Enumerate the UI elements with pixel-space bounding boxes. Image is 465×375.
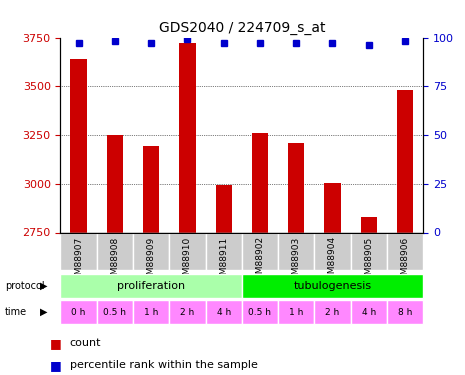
- Text: 1 h: 1 h: [144, 308, 158, 316]
- FancyBboxPatch shape: [60, 300, 97, 324]
- Text: GSM88902: GSM88902: [255, 236, 265, 285]
- FancyBboxPatch shape: [97, 232, 133, 270]
- Bar: [397, 90, 413, 375]
- Text: GSM88908: GSM88908: [110, 236, 120, 285]
- FancyBboxPatch shape: [387, 232, 423, 270]
- Text: ■: ■: [50, 337, 62, 350]
- Title: GDS2040 / 224709_s_at: GDS2040 / 224709_s_at: [159, 21, 325, 35]
- FancyBboxPatch shape: [278, 300, 314, 324]
- Text: 1 h: 1 h: [289, 308, 303, 316]
- Text: proliferation: proliferation: [117, 281, 185, 291]
- FancyBboxPatch shape: [314, 300, 351, 324]
- FancyBboxPatch shape: [314, 232, 351, 270]
- Text: 0.5 h: 0.5 h: [103, 308, 126, 316]
- FancyBboxPatch shape: [206, 300, 242, 324]
- Bar: [324, 183, 341, 375]
- Text: GSM88911: GSM88911: [219, 236, 228, 285]
- FancyBboxPatch shape: [242, 232, 278, 270]
- Bar: [215, 185, 232, 375]
- Text: ▶: ▶: [40, 307, 47, 317]
- Text: time: time: [5, 307, 27, 317]
- FancyBboxPatch shape: [206, 232, 242, 270]
- FancyBboxPatch shape: [60, 232, 97, 270]
- FancyBboxPatch shape: [242, 274, 423, 298]
- FancyBboxPatch shape: [169, 300, 206, 324]
- Text: 0 h: 0 h: [72, 308, 86, 316]
- Text: percentile rank within the sample: percentile rank within the sample: [70, 360, 258, 370]
- Text: 0.5 h: 0.5 h: [248, 308, 272, 316]
- Text: protocol: protocol: [5, 281, 44, 291]
- Bar: [360, 217, 377, 375]
- Text: 2 h: 2 h: [180, 308, 194, 316]
- FancyBboxPatch shape: [97, 300, 133, 324]
- FancyBboxPatch shape: [133, 300, 169, 324]
- Text: GSM88904: GSM88904: [328, 236, 337, 285]
- FancyBboxPatch shape: [242, 300, 278, 324]
- FancyBboxPatch shape: [387, 300, 423, 324]
- Bar: [179, 44, 196, 375]
- Text: GSM88909: GSM88909: [146, 236, 156, 285]
- Text: ■: ■: [50, 359, 62, 372]
- Text: count: count: [70, 338, 101, 348]
- Text: 4 h: 4 h: [217, 308, 231, 316]
- FancyBboxPatch shape: [278, 232, 314, 270]
- Bar: [106, 135, 123, 375]
- FancyBboxPatch shape: [169, 232, 206, 270]
- FancyBboxPatch shape: [351, 300, 387, 324]
- Text: ▶: ▶: [40, 281, 47, 291]
- Text: GSM88905: GSM88905: [364, 236, 373, 285]
- Bar: [252, 133, 268, 375]
- Text: GSM88907: GSM88907: [74, 236, 83, 285]
- Text: GSM88910: GSM88910: [183, 236, 192, 285]
- FancyBboxPatch shape: [351, 232, 387, 270]
- Text: 4 h: 4 h: [362, 308, 376, 316]
- Text: GSM88906: GSM88906: [400, 236, 410, 285]
- Bar: [288, 143, 305, 375]
- FancyBboxPatch shape: [133, 232, 169, 270]
- Text: tubulogenesis: tubulogenesis: [293, 281, 372, 291]
- Text: 2 h: 2 h: [326, 308, 339, 316]
- Text: GSM88903: GSM88903: [292, 236, 301, 285]
- Text: 8 h: 8 h: [398, 308, 412, 316]
- Bar: [143, 146, 159, 375]
- FancyBboxPatch shape: [60, 274, 242, 298]
- Bar: [70, 59, 87, 375]
